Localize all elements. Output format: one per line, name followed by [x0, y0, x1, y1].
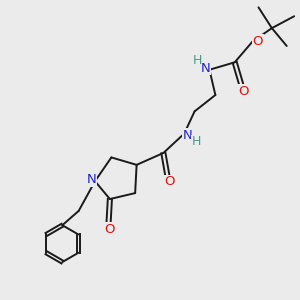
Text: O: O [105, 223, 115, 236]
Text: O: O [253, 35, 263, 48]
Text: H: H [192, 54, 202, 67]
Text: N: N [87, 173, 96, 186]
Text: O: O [238, 85, 249, 98]
Text: H: H [191, 136, 201, 148]
Text: N: N [201, 62, 211, 75]
Text: O: O [164, 175, 175, 188]
Text: N: N [183, 129, 193, 142]
